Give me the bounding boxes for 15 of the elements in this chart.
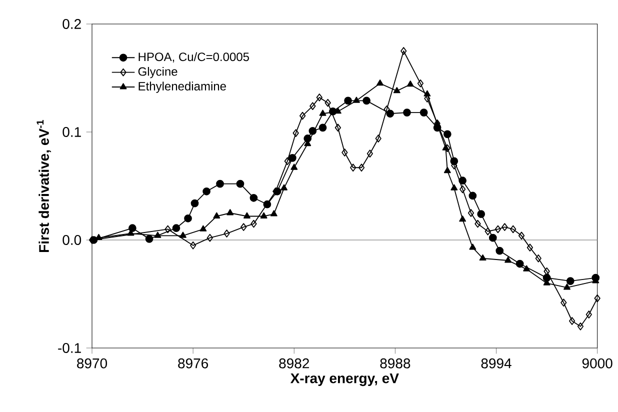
x-axis-title: X-ray energy, eV xyxy=(290,373,399,386)
y-tick-label: 0.1 xyxy=(62,127,81,137)
y-tick-label: 0.2 xyxy=(62,19,81,29)
legend-label: HPOA, Cu/C=0.0005 xyxy=(138,52,249,63)
legend-label: Ethylenediamine xyxy=(138,82,226,93)
y-axis-title: First derivative, eV$^{-1}$ xyxy=(36,120,51,252)
y-tick-label: -0.1 xyxy=(58,343,81,353)
x-tick-label: 8994 xyxy=(481,358,512,368)
x-tick-label: 8976 xyxy=(178,358,208,368)
x-tick-label: 8982 xyxy=(279,358,309,368)
x-tick-label: 8970 xyxy=(77,358,108,368)
x-tick-label: 9000 xyxy=(582,358,612,368)
y-tick-label: 0.0 xyxy=(62,235,82,245)
x-tick-label: 8988 xyxy=(380,358,410,368)
legend-label: Glycine xyxy=(138,66,178,78)
